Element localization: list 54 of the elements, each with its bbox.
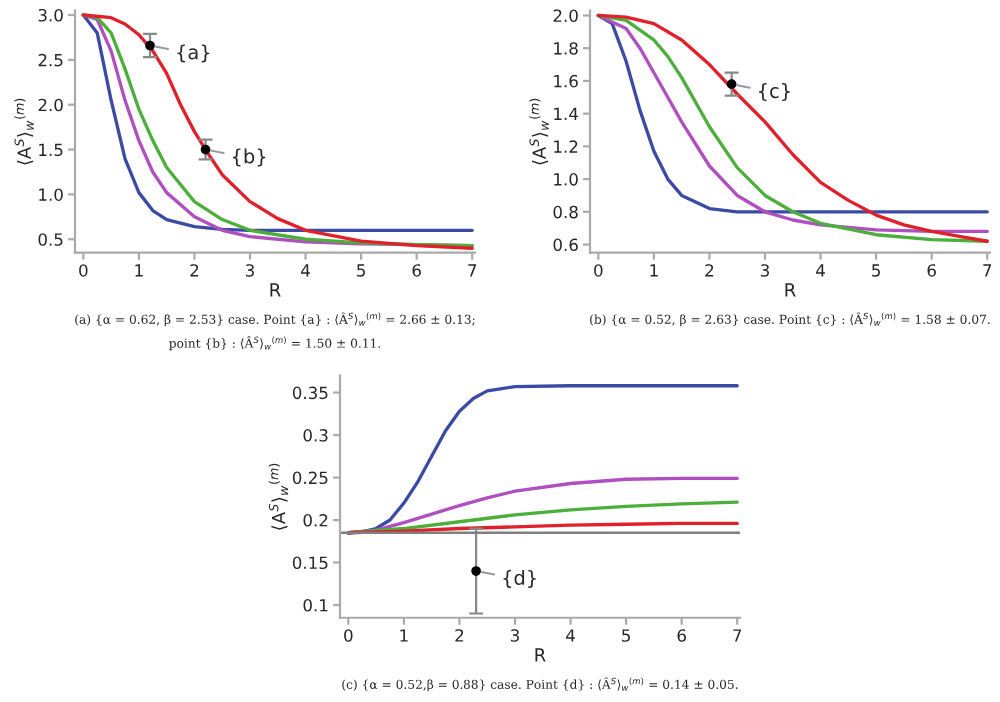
x-axis-title: R [535, 648, 546, 662]
y-tick-label: 0.2 [303, 514, 328, 527]
x-tick-label: 7 [468, 264, 477, 277]
y-axis-title: ⟨A$^{S}$⟩$_{w}$$^{(m)}$ [529, 98, 549, 165]
y-tick-label: 0.1 [303, 598, 328, 612]
x-tick-label: 3 [760, 264, 769, 277]
x-axis-title: R [785, 283, 796, 297]
x-tick-label: 2 [190, 264, 199, 277]
x-tick-label: 3 [245, 264, 254, 277]
y-tick-label: 1.5 [39, 143, 63, 157]
y-tick-label: 1.4 [554, 107, 578, 120]
y-tick-label: 0.25 [292, 471, 328, 485]
x-tick-label: 6 [412, 264, 421, 277]
y-tick-label: 2.0 [553, 9, 578, 23]
y-tick-label: 1.0 [554, 173, 578, 186]
x-tick-label: 4 [816, 264, 825, 277]
x-tick-label: 4 [566, 629, 575, 642]
x-tick-label: 3 [510, 629, 519, 642]
x-tick-label: 6 [677, 629, 686, 642]
x-tick-label: 0 [594, 264, 603, 277]
x-tick-label: 5 [872, 264, 880, 277]
y-axis-title: ⟨A$^{S}$⟩$_{w}$$^{(m)}$ [14, 98, 34, 165]
y-axis-title: ⟨A$^{S}$⟩$_{w}$$^{(m)}$ [268, 463, 289, 530]
y-tick-label: 3.0 [38, 8, 63, 22]
x-tick-label: 1 [650, 264, 658, 277]
x-tick-label: 2 [455, 629, 464, 642]
x-tick-label: 7 [983, 264, 992, 277]
x-tick-label: 4 [301, 264, 310, 277]
x-tick-label: 0 [79, 264, 88, 277]
y-tick-label: 1.8 [554, 42, 578, 55]
annotation: {d} [503, 569, 536, 588]
annotation: {a} [177, 44, 210, 63]
y-tick-label: 0.35 [292, 386, 328, 400]
y-tick-label: 0.8 [553, 205, 578, 219]
y-tick-label: 0.6 [553, 238, 578, 252]
x-tick-label: 6 [927, 264, 936, 277]
x-tick-label: 5 [357, 264, 365, 277]
x-axis-title: R [270, 283, 281, 297]
y-tick-label: 0.5 [38, 233, 63, 246]
y-tick-label: 1.0 [39, 188, 63, 201]
x-tick-label: 7 [733, 629, 742, 642]
y-tick-label: 2.0 [38, 98, 63, 112]
y-tick-label: 1.2 [554, 140, 578, 153]
annotation: {c} [759, 83, 790, 102]
annotation: {b} [232, 148, 266, 167]
x-tick-label: 5 [622, 629, 630, 642]
x-tick-label: 1 [400, 629, 408, 642]
x-tick-label: 0 [344, 629, 353, 642]
y-tick-label: 1.6 [554, 74, 578, 88]
y-tick-label: 0.15 [292, 556, 328, 570]
x-tick-label: 2 [705, 264, 714, 277]
y-tick-label: 2.5 [38, 53, 63, 67]
x-tick-label: 1 [135, 264, 143, 277]
y-tick-label: 0.3 [303, 429, 328, 442]
